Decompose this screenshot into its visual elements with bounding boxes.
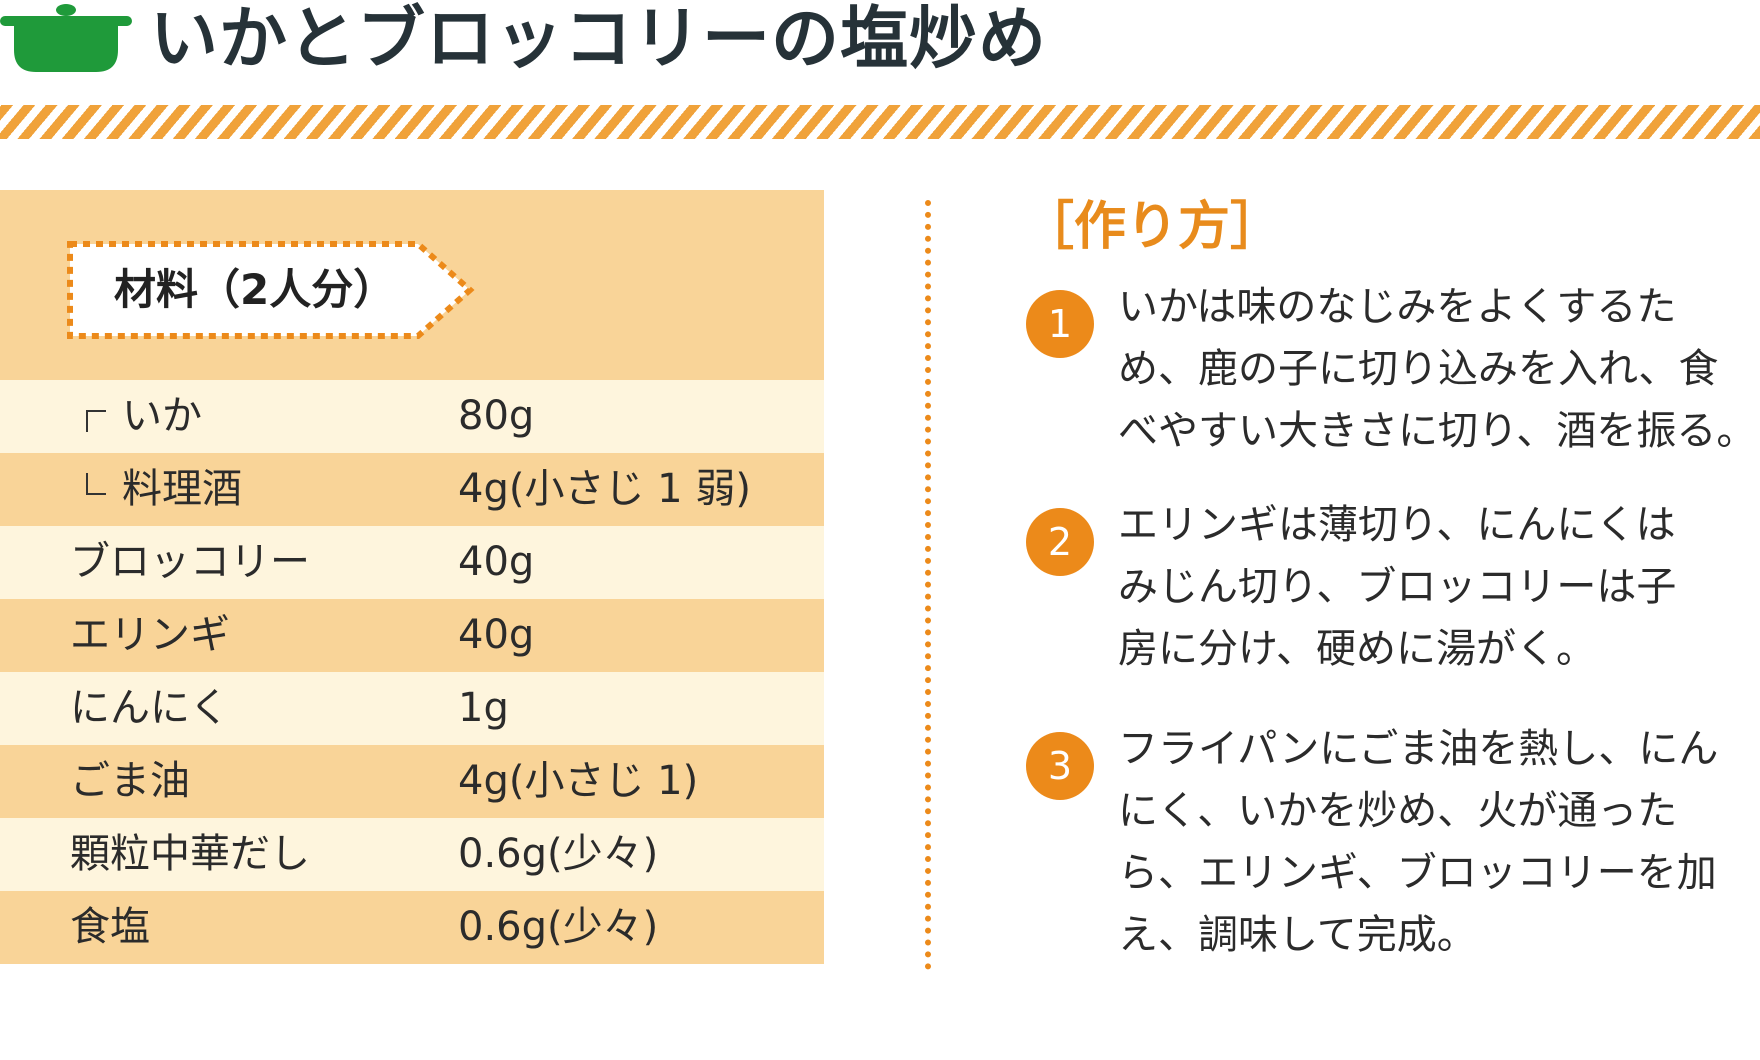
ingredient-name: いか (122, 393, 202, 439)
ingredients-tag-frame (67, 241, 475, 339)
step-number-badge: 3 (1026, 732, 1094, 800)
dotted-divider (925, 200, 931, 970)
ingredient-amount: 40g (458, 612, 535, 658)
step-text: エリンギは薄切り、にんにくは みじん切り、ブロッコリーは子 房に分け、硬めに湯が… (1118, 494, 1760, 680)
ingredient-row: 顆粒中華だし 0.6g(少々) (0, 818, 824, 891)
ingredients-panel: 材料（2人分） いか 80g 料理酒 4g(小さじ 1 弱) ブロッコリー 40… (0, 190, 824, 970)
ingredients-header (0, 190, 824, 380)
ingredients-table: いか 80g 料理酒 4g(小さじ 1 弱) ブロッコリー 40g エリンギ 4… (0, 380, 824, 964)
step-line: フライパンにごま油を熱し、にん (1118, 726, 1719, 772)
ingredient-amount: 4g(小さじ 1 弱) (458, 466, 751, 512)
step-number-badge: 1 (1026, 290, 1094, 358)
step-line: エリンギは薄切り、にんにくは (1118, 502, 1676, 548)
ingredient-name: 顆粒中華だし (70, 831, 310, 877)
header: いかとブロッコリーの塩炒め (0, 0, 1760, 140)
page-title: いかとブロッコリーの塩炒め (150, 0, 1048, 79)
ingredient-amount: 0.6g(少々) (458, 904, 659, 950)
step-text: いかは味のなじみをよくするた め、鹿の子に切り込みを入れ、食 べやすい大きさに切… (1118, 276, 1760, 462)
ingredient-row: いか 80g (0, 380, 824, 453)
step-line: え、調味して完成。 (1118, 912, 1477, 958)
bracket-bottom-icon (86, 473, 106, 495)
ingredient-name: 料理酒 (122, 466, 242, 512)
step-line: め、鹿の子に切り込みを入れ、食 (1118, 346, 1719, 392)
step-line: ら、エリンギ、ブロッコリーを加 (1118, 850, 1717, 896)
step-line: 房に分け、硬めに湯がく。 (1118, 626, 1596, 672)
ingredient-name: にんにく (70, 685, 230, 731)
method-title: ［作り方］ (1022, 197, 1283, 257)
ingredient-amount: 1g (458, 685, 509, 731)
ingredient-amount: 4g(小さじ 1) (458, 758, 699, 804)
ingredient-row: エリンギ 40g (0, 599, 824, 672)
bracket-top-icon (86, 410, 106, 432)
ingredients-label: 材料（2人分） (114, 265, 396, 314)
ingredient-amount: 0.6g(少々) (458, 831, 659, 877)
ingredient-row: 料理酒 4g(小さじ 1 弱) (0, 453, 824, 526)
ingredient-row: ブロッコリー 40g (0, 526, 824, 599)
ingredient-row: 食塩 0.6g(少々) (0, 891, 824, 964)
ingredient-name: エリンギ (70, 612, 230, 658)
header-stripe (0, 105, 1760, 139)
ingredient-name: ブロッコリー (70, 539, 310, 585)
ingredient-name: 食塩 (70, 904, 150, 950)
step-line: にく、いかを炒め、火が通った (1118, 788, 1678, 834)
ingredient-row: ごま油 4g(小さじ 1) (0, 745, 824, 818)
ingredient-amount: 40g (458, 539, 535, 585)
ingredient-amount: 80g (458, 393, 535, 439)
ingredient-row: にんにく 1g (0, 672, 824, 745)
step-line: みじん切り、ブロッコリーは子 (1118, 564, 1677, 610)
step-line: いかは味のなじみをよくするた (1118, 284, 1677, 330)
step-number-badge: 2 (1026, 508, 1094, 576)
step-text: フライパンにごま油を熱し、にん にく、いかを炒め、火が通った ら、エリンギ、ブロ… (1118, 718, 1760, 966)
ingredient-name: ごま油 (70, 758, 190, 804)
step-line: べやすい大きさに切り、酒を振る。 (1118, 408, 1757, 454)
pot-icon (0, 4, 132, 72)
